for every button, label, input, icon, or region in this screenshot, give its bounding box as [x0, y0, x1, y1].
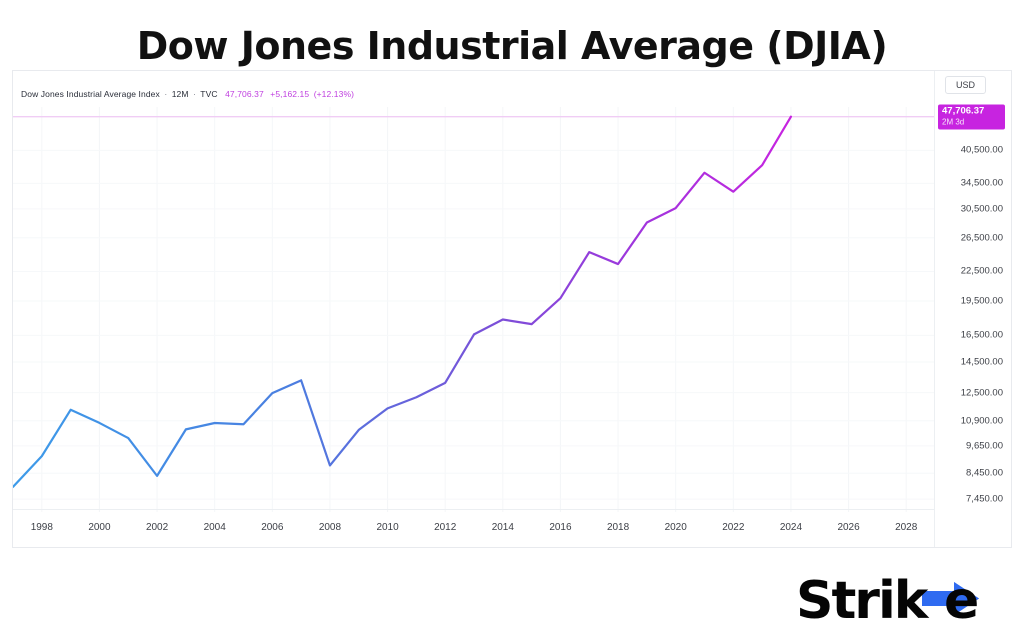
legend-separator-1: · [164, 89, 168, 99]
price-line-chart [13, 107, 935, 512]
time-scale-axis[interactable]: 1998 2000 2002 2004 2006 2008 2010 2012 2014 2016… [13, 509, 935, 547]
vertical-gridlines [41, 107, 907, 512]
price-tick-label: 19,500.00 [960, 295, 1003, 307]
price-series-line [13, 115, 793, 488]
time-tick-label: 2010 [376, 522, 399, 533]
time-tick-label: 2006 [261, 522, 284, 533]
price-tick-label: 12,500.00 [960, 387, 1003, 399]
horizontal-gridlines [13, 149, 935, 500]
time-tick-label: 2018 [606, 522, 630, 533]
price-tick-label: 22,500.00 [960, 265, 1003, 277]
time-tick-label: 2014 [491, 522, 514, 533]
legend-separator-2: · [193, 89, 196, 99]
time-tick-label: 2022 [722, 522, 745, 533]
strike-logo: Strik e [794, 568, 1010, 631]
time-tick-label: 2000 [88, 522, 111, 533]
strike-logo-mark: Strik e [796, 571, 979, 631]
legend-change-percent: (+12.13%) [313, 89, 355, 99]
legend-last-price: 47,706.37 [225, 89, 264, 99]
strike-logo-text: Strik [796, 571, 930, 630]
legend-symbol-name: Dow Jones Industrial Average Index [21, 89, 160, 99]
last-price-tag-value: 47,706.37 [942, 105, 985, 117]
time-tick-label: 2002 [145, 522, 169, 533]
time-tick-label: 2004 [203, 522, 226, 533]
price-tick-label: 14,500.00 [960, 356, 1003, 368]
price-tick-label: 16,500.00 [960, 329, 1003, 341]
price-tick-label: 26,500.00 [960, 232, 1003, 244]
last-price-tag-countdown: 2M 3d [942, 117, 965, 127]
currency-badge[interactable]: USD [945, 76, 987, 94]
strike-logo-text-e: e [944, 571, 977, 630]
price-tick-label: 10,900.00 [960, 415, 1003, 427]
page-title: Dow Jones Industrial Average (DJIA) [136, 24, 888, 68]
time-tick-label: 2008 [318, 522, 342, 533]
legend-change-absolute: +5,162.15 [270, 89, 310, 99]
price-tick-label: 40,500.00 [960, 144, 1003, 156]
chart-widget: Dow Jones Industrial Average Index · 12M… [12, 70, 1012, 548]
time-tick-label: 2026 [837, 522, 860, 533]
price-tick-label: 9,650.00 [966, 440, 1003, 452]
strike-arrow-icon-overlay [932, 582, 979, 615]
time-tick-label: 1998 [30, 522, 53, 533]
time-tick-label: 2024 [779, 522, 803, 533]
price-tick-label: 34,500.00 [960, 177, 1003, 189]
time-tick-label: 2028 [895, 522, 918, 533]
price-tick-label: 7,450.00 [966, 493, 1003, 505]
last-price-tag: 47,706.37 2M 3d [938, 104, 1005, 130]
time-tick-label: 2012 [434, 522, 457, 533]
plot-area[interactable] [13, 107, 935, 512]
chart-legend: Dow Jones Industrial Average Index · 12M… [21, 89, 354, 99]
legend-source: TVC [200, 89, 218, 99]
price-scale-axis[interactable]: USD 40,500.00 34,500.00 30,500.00 26,500.00… [934, 71, 1011, 547]
time-tick-label: 2016 [549, 522, 572, 533]
time-tick-label: 2020 [664, 522, 687, 533]
price-tick-label: 8,450.00 [966, 467, 1003, 479]
price-tick-label: 30,500.00 [960, 203, 1003, 215]
legend-timeframe[interactable]: 12M [171, 89, 189, 99]
